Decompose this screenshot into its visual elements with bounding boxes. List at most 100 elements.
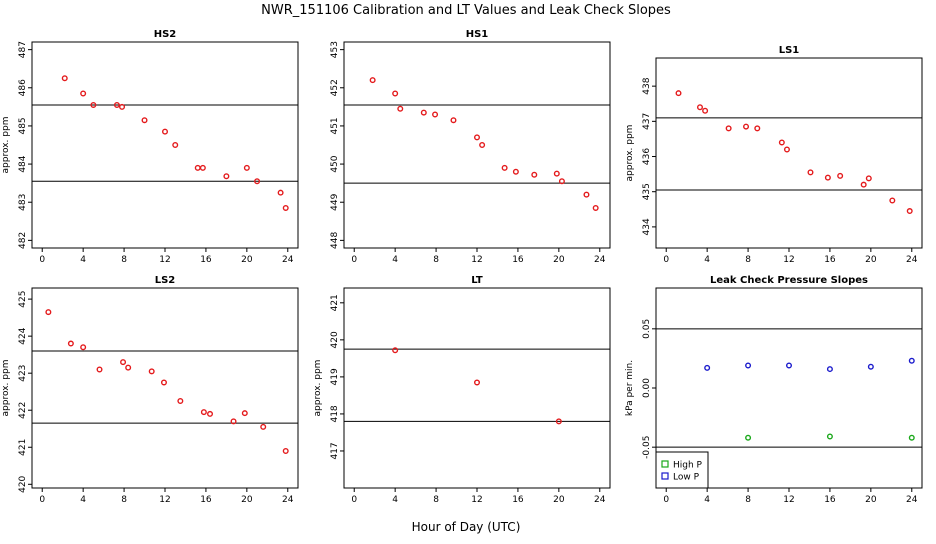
data-point — [512, 168, 519, 175]
y-tick-label: 423 — [18, 365, 28, 382]
x-tick-label: 8 — [433, 255, 439, 265]
y-axis-label: kPa per min. — [625, 360, 635, 416]
x-tick-label: 24 — [594, 495, 606, 505]
data-point — [479, 141, 486, 148]
y-tick-label: 453 — [330, 41, 340, 58]
y-axis-label: approx. ppm — [1, 117, 11, 174]
data-point — [120, 359, 127, 366]
data-point — [725, 125, 732, 132]
data-point — [807, 169, 814, 176]
x-tick-label: 12 — [159, 495, 170, 505]
data-point — [113, 101, 120, 108]
y-tick-label: 424 — [18, 327, 28, 344]
data-point — [141, 117, 148, 124]
data-point — [125, 364, 132, 371]
y-tick-label: 452 — [330, 79, 340, 96]
x-tick-label: 12 — [783, 495, 794, 505]
x-tick-label: 4 — [704, 255, 710, 265]
data-point — [223, 173, 230, 180]
x-tick-label: 20 — [241, 255, 253, 265]
data-point — [786, 362, 793, 369]
panel-2: HS1 0 4 8 12 16 20 24 448 449 450 451 452 453 — [330, 29, 611, 265]
x-tick-label: 8 — [433, 495, 439, 505]
data-point — [754, 125, 761, 132]
y-tick-label: 425 — [18, 291, 28, 308]
y-tick-label: 450 — [330, 155, 340, 172]
x-tick-label: 4 — [392, 495, 398, 505]
legend: High P Low P — [655, 451, 709, 489]
data-point — [230, 418, 237, 425]
data-point — [45, 309, 52, 316]
panel-title: HS1 — [466, 29, 489, 40]
legend-marker — [661, 460, 669, 468]
x-tick-label: 0 — [663, 255, 669, 265]
x-tick-label: 24 — [282, 255, 294, 265]
data-point — [67, 340, 74, 347]
data-point — [824, 174, 831, 181]
data-point — [450, 117, 457, 124]
y-axis-label: approx. ppm — [313, 360, 323, 417]
data-point — [837, 172, 844, 179]
x-tick-label: 16 — [200, 255, 212, 265]
y-tick-label: 420 — [18, 475, 28, 492]
data-point — [908, 434, 915, 441]
y-tick-label: 482 — [18, 232, 28, 249]
data-point — [745, 434, 752, 441]
data-point — [90, 101, 97, 108]
data-point — [200, 409, 207, 416]
y-axis-label: approx. ppm — [1, 360, 11, 417]
plot-frame — [655, 57, 923, 249]
panel-title: HS2 — [154, 29, 177, 40]
x-tick-label: 24 — [906, 255, 918, 265]
x-tick-label: 16 — [824, 495, 836, 505]
x-tick-label: 16 — [200, 495, 212, 505]
data-point — [241, 410, 248, 417]
panel-3: LS1 0 4 8 12 16 20 24 434 435 436 437 438 approx. ppm — [625, 45, 923, 265]
x-tick-label: 0 — [39, 255, 45, 265]
x-tick-label: 4 — [392, 255, 398, 265]
data-point — [704, 364, 711, 371]
y-tick-label: 421 — [18, 439, 28, 456]
x-tick-label: 4 — [704, 495, 710, 505]
y-tick-label: 483 — [18, 194, 28, 211]
y-tick-label: 485 — [18, 117, 28, 134]
data-point — [172, 141, 179, 148]
x-tick-label: 12 — [471, 495, 482, 505]
data-point — [675, 90, 682, 97]
data-point — [553, 170, 560, 177]
data-point — [80, 344, 87, 351]
x-tick-label: 4 — [80, 495, 86, 505]
data-point — [96, 366, 103, 373]
data-point — [696, 104, 703, 111]
data-point — [889, 197, 896, 204]
data-point — [61, 75, 68, 82]
data-point — [432, 111, 439, 118]
data-point — [501, 164, 508, 171]
data-point — [243, 164, 250, 171]
data-point — [592, 204, 599, 211]
y-tick-label: 448 — [330, 232, 340, 249]
y-tick-label: 418 — [330, 405, 340, 422]
data-point — [207, 410, 214, 417]
x-axis-label: Hour of Day (UTC) — [412, 520, 521, 534]
y-tick-label: 420 — [330, 331, 340, 348]
panel-title: LS1 — [779, 45, 800, 56]
data-point — [199, 164, 206, 171]
x-tick-label: 12 — [783, 255, 794, 265]
data-point — [778, 139, 785, 146]
y-tick-label: 438 — [642, 77, 652, 94]
y-tick-label: 435 — [642, 183, 652, 200]
x-tick-label: 0 — [351, 495, 357, 505]
x-tick-label: 8 — [745, 495, 751, 505]
x-tick-label: 8 — [745, 255, 751, 265]
y-tick-label: 436 — [642, 148, 652, 165]
panel-title: LT — [471, 275, 483, 286]
data-point — [908, 357, 915, 364]
data-point — [783, 146, 790, 153]
y-tick-label: 0.05 — [642, 319, 652, 339]
data-point — [826, 433, 833, 440]
data-point — [260, 423, 267, 430]
legend-box — [655, 451, 709, 489]
data-point — [160, 379, 167, 386]
